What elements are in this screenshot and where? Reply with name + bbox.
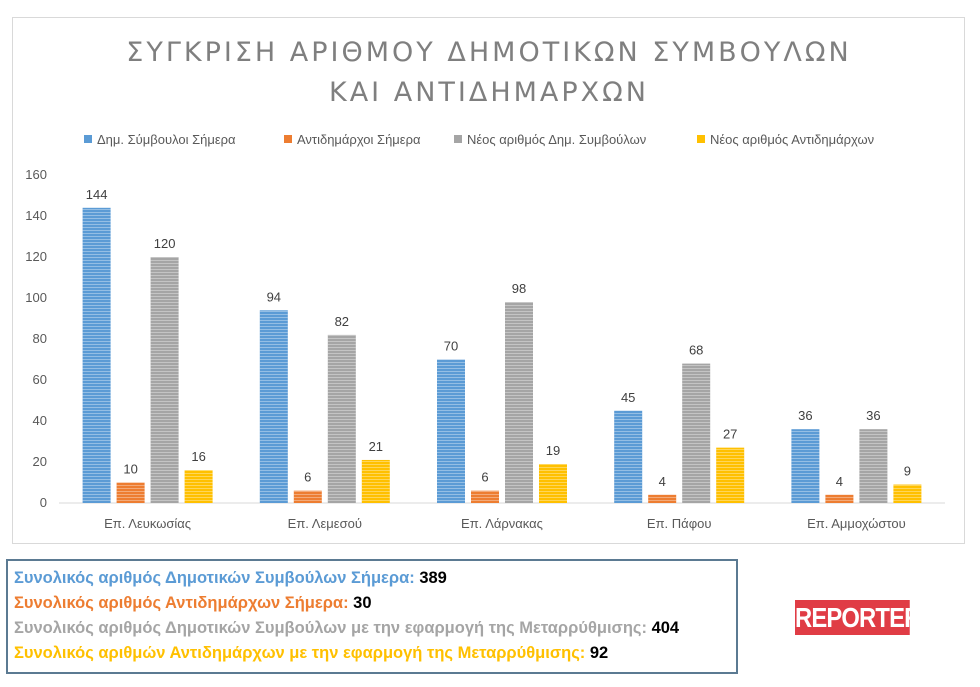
bar-texture xyxy=(259,310,288,503)
y-tick-label: 120 xyxy=(25,249,47,264)
y-axis: 0 20 40 60 80 100 120 140 160 xyxy=(25,167,47,510)
summary-value: 92 xyxy=(589,644,609,662)
y-tick-label: 80 xyxy=(33,331,47,346)
reporter-logo: REPORTER xyxy=(795,600,921,635)
data-label: 94 xyxy=(267,289,281,304)
y-tick-label: 20 xyxy=(33,454,47,469)
bar-texture xyxy=(116,482,145,503)
data-label: 4 xyxy=(659,474,666,489)
bar-texture xyxy=(184,470,213,503)
summary-value: 389 xyxy=(419,569,447,587)
data-label: 68 xyxy=(689,343,703,358)
bar-texture xyxy=(471,490,499,503)
y-tick-label: 60 xyxy=(33,372,47,387)
category-label: Επ. Αμμοχώστου xyxy=(807,516,906,531)
bars-group xyxy=(82,207,922,504)
bar-texture xyxy=(437,359,465,503)
data-label: 16 xyxy=(191,449,205,464)
bar-chart: ΣΥΓΚΡΙΣΗ ΑΡΙΘΜΟΥ ΔΗΜΟΤΙΚΩΝ ΣΥΜΒΟΥΛΩΝ ΚΑΙ… xyxy=(25,37,945,531)
legend-swatch xyxy=(284,135,292,143)
data-label: 70 xyxy=(444,339,458,354)
data-label: 144 xyxy=(86,187,108,202)
category-label: Επ. Πάφου xyxy=(647,516,712,531)
legend-label: Δημ. Σύμβουλοι Σήμερα xyxy=(97,132,236,147)
summary-line-3: Συνολικός αριθμός Δημοτικών Συμβούλων με… xyxy=(14,616,736,641)
bar-texture xyxy=(859,429,888,503)
summary-label: Συνολικός αριθμών Αντιδημάρχων με την εφ… xyxy=(14,644,586,662)
data-label: 36 xyxy=(798,408,812,423)
y-tick-label: 160 xyxy=(25,167,47,182)
data-label: 4 xyxy=(836,474,843,489)
bar-texture xyxy=(893,484,922,503)
data-label: 82 xyxy=(335,314,349,329)
bar-texture xyxy=(82,207,111,504)
bar-texture xyxy=(293,490,322,503)
legend-swatch xyxy=(697,135,705,143)
data-label: 36 xyxy=(866,408,880,423)
summary-value: 30 xyxy=(353,594,372,612)
data-label: 6 xyxy=(481,470,488,485)
summary-label: Συνολικός αριθμός Δημοτικών Συμβούλων Σή… xyxy=(14,569,415,587)
summary-label: Συνολικός αριθμός Αντιδημάρχων Σήμερα: xyxy=(14,594,349,612)
summary-box: Συνολικός αριθμός Δημοτικών Συμβούλων Σή… xyxy=(6,559,738,674)
data-label: 10 xyxy=(123,462,137,477)
data-label: 45 xyxy=(621,390,635,405)
bar-texture xyxy=(614,410,643,503)
summary-value: 404 xyxy=(651,619,680,637)
y-tick-label: 100 xyxy=(25,290,47,305)
chart-title-line-1: ΣΥΓΚΡΙΣΗ ΑΡΙΘΜΟΥ ΔΗΜΟΤΙΚΩΝ ΣΥΜΒΟΥΛΩΝ xyxy=(126,37,851,68)
summary-line-2: Συνολικός αριθμός Αντιδημάρχων Σήμερα: 3… xyxy=(14,591,736,616)
summary-line-1: Συνολικός αριθμός Δημοτικών Συμβούλων Σή… xyxy=(14,566,736,591)
data-label: 6 xyxy=(304,470,311,485)
bar-texture xyxy=(648,494,677,503)
category-label: Επ. Λευκωσίας xyxy=(104,516,191,531)
legend-label: Αντιδημάρχοι Σήμερα xyxy=(297,132,421,147)
data-label: 19 xyxy=(546,443,560,458)
bar-texture xyxy=(716,447,745,503)
bar-texture xyxy=(150,257,179,503)
bar-texture xyxy=(682,363,711,503)
data-label: 9 xyxy=(904,464,911,479)
legend-label: Νέος αριθμός Αντιδημάρχων xyxy=(710,132,874,147)
category-label: Επ. Λεμεσού xyxy=(288,516,362,531)
bar-texture xyxy=(361,459,390,503)
y-tick-label: 140 xyxy=(25,208,47,223)
legend-swatch xyxy=(454,135,462,143)
bar-texture xyxy=(327,334,356,503)
chart-frame: ΣΥΓΚΡΙΣΗ ΑΡΙΘΜΟΥ ΔΗΜΟΤΙΚΩΝ ΣΥΜΒΟΥΛΩΝ ΚΑΙ… xyxy=(12,17,965,544)
data-label: 120 xyxy=(154,236,176,251)
chart-legend: Δημ. Σύμβουλοι Σήμερα Αντιδημάρχοι Σήμερα… xyxy=(84,132,874,147)
summary-line-4: Συνολικός αριθμών Αντιδημάρχων με την εφ… xyxy=(14,641,736,666)
legend-swatch xyxy=(84,135,92,143)
y-tick-label: 0 xyxy=(40,495,47,510)
data-label: 21 xyxy=(369,439,383,454)
bar-texture xyxy=(825,494,854,503)
category-labels-group: Επ. Λευκωσίας Επ. Λεμεσού Επ. Λάρνακας Επ. … xyxy=(104,516,906,531)
data-label: 27 xyxy=(723,427,737,442)
summary-label: Συνολικός αριθμός Δημοτικών Συμβούλων με… xyxy=(14,619,647,637)
category-label: Επ. Λάρνακας xyxy=(461,516,543,531)
bar-texture xyxy=(791,429,820,503)
data-labels-group: 144 10 120 16 94 6 82 21 70 6 98 19 45 4 68 27 36 4 36 9 xyxy=(86,187,911,489)
bar-texture xyxy=(505,302,533,503)
legend-label: Νέος αριθμός Δημ. Συμβούλων xyxy=(467,132,646,147)
y-tick-label: 40 xyxy=(33,413,47,428)
bar-texture xyxy=(539,464,567,503)
chart-title-line-2: ΚΑΙ ΑΝΤΙΔΗΜΑΡΧΩΝ xyxy=(329,77,649,108)
data-label: 98 xyxy=(512,281,526,296)
